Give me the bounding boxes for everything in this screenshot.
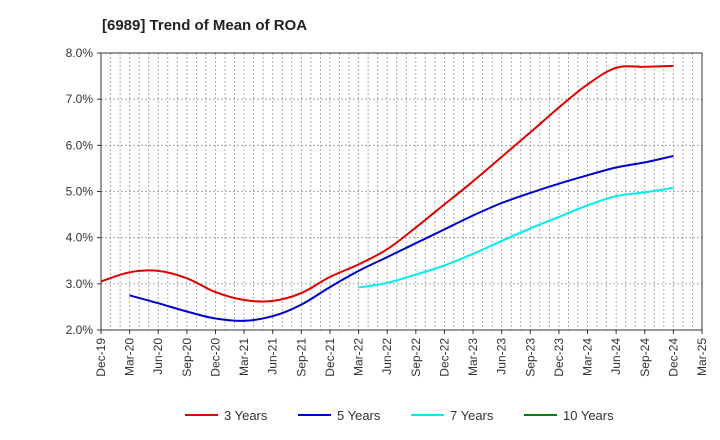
- y-tick-label: 3.0%: [66, 277, 94, 291]
- x-tick-label: Jun-23: [495, 338, 509, 375]
- y-tick-label: 6.0%: [66, 138, 94, 152]
- x-tick-label: Dec-23: [552, 338, 566, 377]
- x-tick-label: Sep-20: [180, 338, 194, 377]
- x-tick-label: Mar-24: [581, 338, 595, 376]
- x-tick-label: Sep-23: [523, 338, 537, 377]
- y-tick-label: 4.0%: [66, 231, 94, 245]
- x-tick-label: Mar-25: [695, 338, 709, 376]
- legend-label-5-years: 5 Years: [337, 408, 381, 423]
- y-tick-label: 2.0%: [66, 323, 94, 337]
- x-tick-label: Jun-22: [380, 338, 394, 375]
- x-tick-label: Mar-22: [352, 338, 366, 376]
- x-tick-label: Sep-21: [294, 338, 308, 377]
- x-tick-label: Mar-23: [466, 338, 480, 376]
- chart-title: [6989] Trend of Mean of ROA: [102, 17, 307, 34]
- x-tick-label: Mar-20: [123, 338, 137, 376]
- legend: 3 Years 5 Years 7 Years 10 Years: [185, 408, 614, 423]
- x-tick-label: Dec-19: [94, 338, 108, 377]
- x-tick-label: Dec-24: [666, 338, 680, 377]
- series-line-3-years: [100, 64, 674, 303]
- x-tick-label: Sep-24: [638, 338, 652, 377]
- legend-label-7-years: 7 Years: [450, 408, 494, 423]
- x-tick-label: Sep-22: [409, 338, 423, 377]
- legend-label-10-years: 10 Years: [563, 408, 614, 423]
- x-tick-label: Jun-24: [609, 338, 623, 375]
- legend-label-3-years: 3 Years: [224, 408, 268, 423]
- x-axis: Dec-19 Mar-20 Jun-20 Sep-20 Dec-20 Mar-21 Jun-…: [94, 330, 709, 377]
- x-tick-label: Dec-21: [323, 338, 337, 377]
- series-lines: [100, 64, 674, 322]
- y-tick-label: 8.0%: [66, 46, 94, 60]
- y-axis: 2.0% 3.0% 4.0% 5.0% 6.0% 7.0% 8.0%: [66, 46, 101, 337]
- x-tick-label: Dec-22: [437, 338, 451, 377]
- x-tick-label: Jun-20: [151, 338, 165, 375]
- y-tick-label: 7.0%: [66, 92, 94, 106]
- series-line-7-years: [358, 186, 674, 289]
- x-tick-label: Mar-21: [237, 338, 251, 376]
- x-tick-label: Dec-20: [208, 338, 222, 377]
- x-tick-label: Jun-21: [266, 338, 280, 375]
- series-line-5-years: [129, 155, 674, 322]
- grid: [101, 53, 702, 330]
- y-tick-label: 5.0%: [66, 185, 94, 199]
